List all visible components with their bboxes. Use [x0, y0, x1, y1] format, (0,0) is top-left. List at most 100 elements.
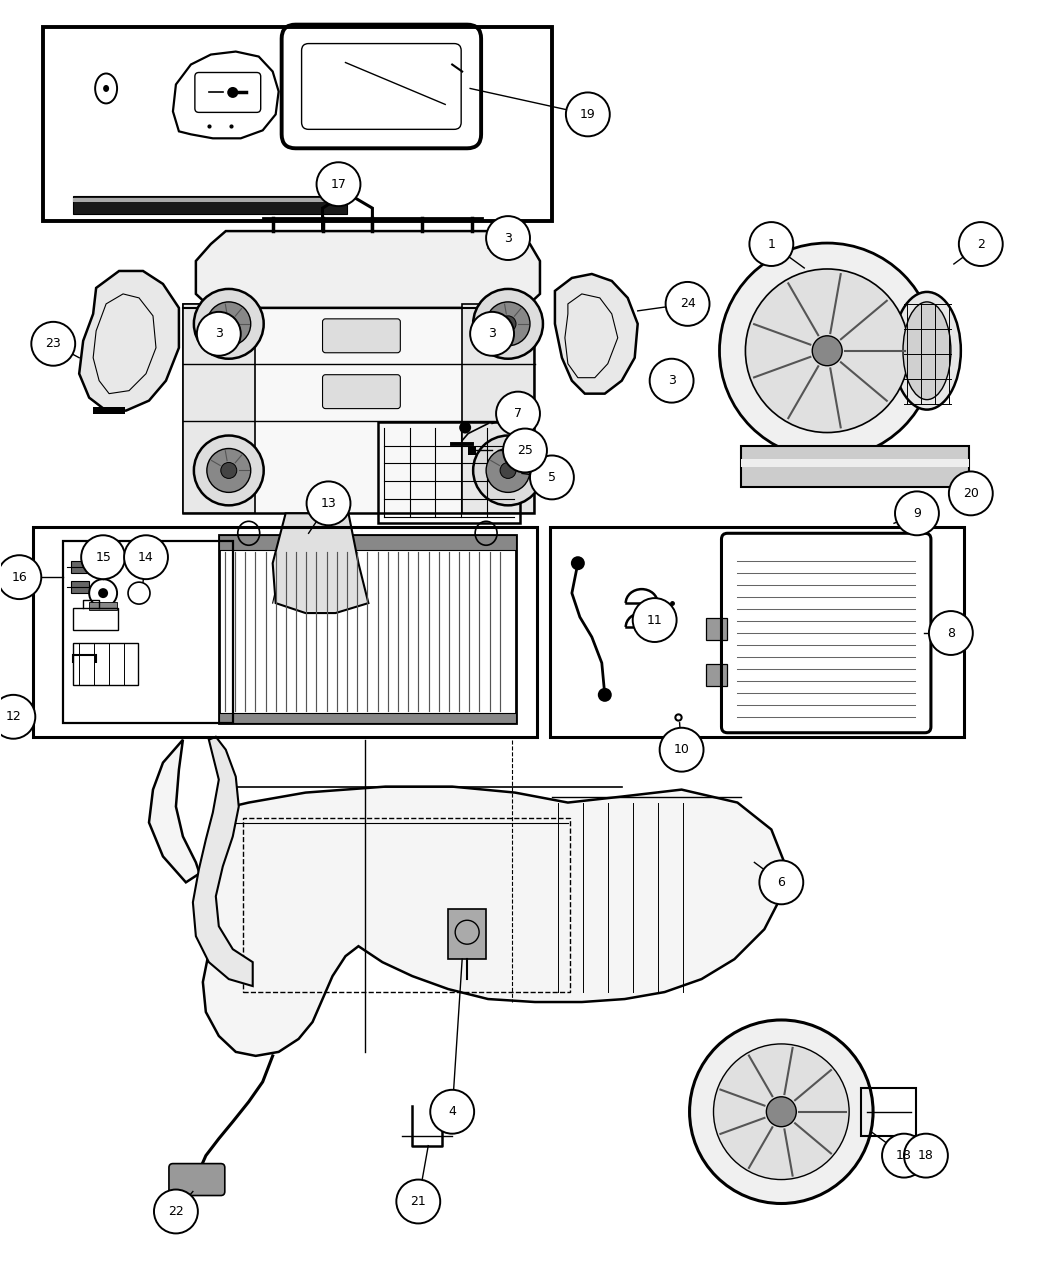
Text: 13: 13: [320, 497, 336, 510]
Circle shape: [194, 436, 264, 505]
FancyBboxPatch shape: [322, 319, 400, 353]
Circle shape: [486, 217, 530, 260]
Circle shape: [666, 282, 710, 326]
Text: 10: 10: [674, 743, 690, 756]
Circle shape: [690, 1020, 874, 1204]
Bar: [861, 1088, 916, 1136]
Circle shape: [895, 491, 939, 536]
Polygon shape: [193, 737, 253, 986]
Circle shape: [500, 463, 516, 478]
Text: 17: 17: [331, 177, 346, 191]
Bar: [468, 445, 476, 455]
Text: 23: 23: [45, 338, 61, 351]
Circle shape: [32, 321, 76, 366]
Circle shape: [396, 1179, 440, 1224]
Circle shape: [316, 162, 360, 207]
Bar: [550, 528, 964, 737]
Bar: [218, 536, 516, 551]
Circle shape: [597, 688, 612, 701]
Circle shape: [719, 244, 934, 459]
Bar: [741, 445, 969, 487]
Bar: [378, 422, 520, 523]
Bar: [462, 303, 534, 514]
Text: 8: 8: [947, 626, 954, 640]
Text: 12: 12: [5, 710, 21, 723]
Circle shape: [746, 269, 909, 432]
Text: 15: 15: [96, 551, 111, 564]
FancyBboxPatch shape: [169, 1164, 225, 1196]
Text: 5: 5: [548, 470, 555, 484]
Text: 3: 3: [668, 374, 675, 388]
Circle shape: [496, 391, 540, 436]
Bar: [71, 581, 89, 593]
Bar: [448, 909, 486, 959]
Bar: [89, 602, 118, 609]
Circle shape: [81, 536, 125, 579]
Bar: [741, 459, 969, 468]
FancyBboxPatch shape: [322, 375, 400, 408]
Circle shape: [470, 312, 514, 356]
Circle shape: [474, 436, 543, 505]
Text: 22: 22: [168, 1205, 184, 1218]
Circle shape: [949, 472, 992, 515]
Bar: [744, 453, 909, 470]
Circle shape: [959, 222, 1003, 266]
Circle shape: [650, 358, 694, 403]
Circle shape: [486, 302, 530, 346]
Text: 4: 4: [448, 1105, 456, 1118]
Circle shape: [759, 861, 803, 904]
Polygon shape: [79, 272, 178, 411]
Text: 25: 25: [517, 444, 533, 456]
Text: 18: 18: [918, 1149, 933, 1162]
Circle shape: [227, 87, 238, 98]
Circle shape: [98, 588, 108, 598]
Circle shape: [766, 1096, 796, 1127]
Polygon shape: [196, 231, 540, 307]
Circle shape: [714, 1044, 849, 1179]
Circle shape: [124, 536, 168, 579]
Text: 3: 3: [215, 328, 223, 340]
Circle shape: [530, 455, 574, 500]
Bar: [93, 407, 125, 413]
Circle shape: [571, 556, 585, 570]
Circle shape: [207, 302, 251, 346]
Bar: [34, 528, 537, 737]
Text: 3: 3: [488, 328, 496, 340]
Circle shape: [633, 598, 676, 643]
Circle shape: [154, 1190, 197, 1233]
Bar: [43, 27, 552, 221]
Text: 11: 11: [647, 613, 663, 626]
Circle shape: [904, 1133, 948, 1178]
Bar: [74, 643, 138, 685]
Circle shape: [500, 316, 516, 332]
Polygon shape: [273, 514, 369, 613]
Circle shape: [196, 312, 240, 356]
Text: 6: 6: [777, 876, 785, 889]
Bar: [183, 303, 534, 514]
Circle shape: [459, 422, 471, 434]
Bar: [706, 664, 728, 686]
Circle shape: [307, 482, 351, 525]
Text: 21: 21: [411, 1195, 426, 1207]
Circle shape: [430, 1090, 475, 1133]
Circle shape: [0, 695, 36, 738]
Bar: [706, 618, 728, 640]
Bar: [243, 817, 570, 992]
Text: 19: 19: [580, 108, 595, 121]
Text: 24: 24: [679, 297, 695, 310]
Circle shape: [486, 449, 530, 492]
Text: 9: 9: [914, 507, 921, 520]
Text: 1: 1: [768, 237, 775, 251]
Text: 3: 3: [504, 232, 512, 245]
Bar: [74, 196, 348, 214]
Text: 7: 7: [514, 407, 522, 419]
Bar: [218, 713, 516, 723]
Polygon shape: [554, 274, 637, 394]
Bar: [71, 561, 89, 574]
Ellipse shape: [892, 292, 961, 409]
Bar: [183, 303, 255, 514]
Text: 2: 2: [976, 237, 985, 251]
Circle shape: [207, 449, 251, 492]
Circle shape: [0, 555, 41, 599]
Circle shape: [194, 289, 264, 358]
